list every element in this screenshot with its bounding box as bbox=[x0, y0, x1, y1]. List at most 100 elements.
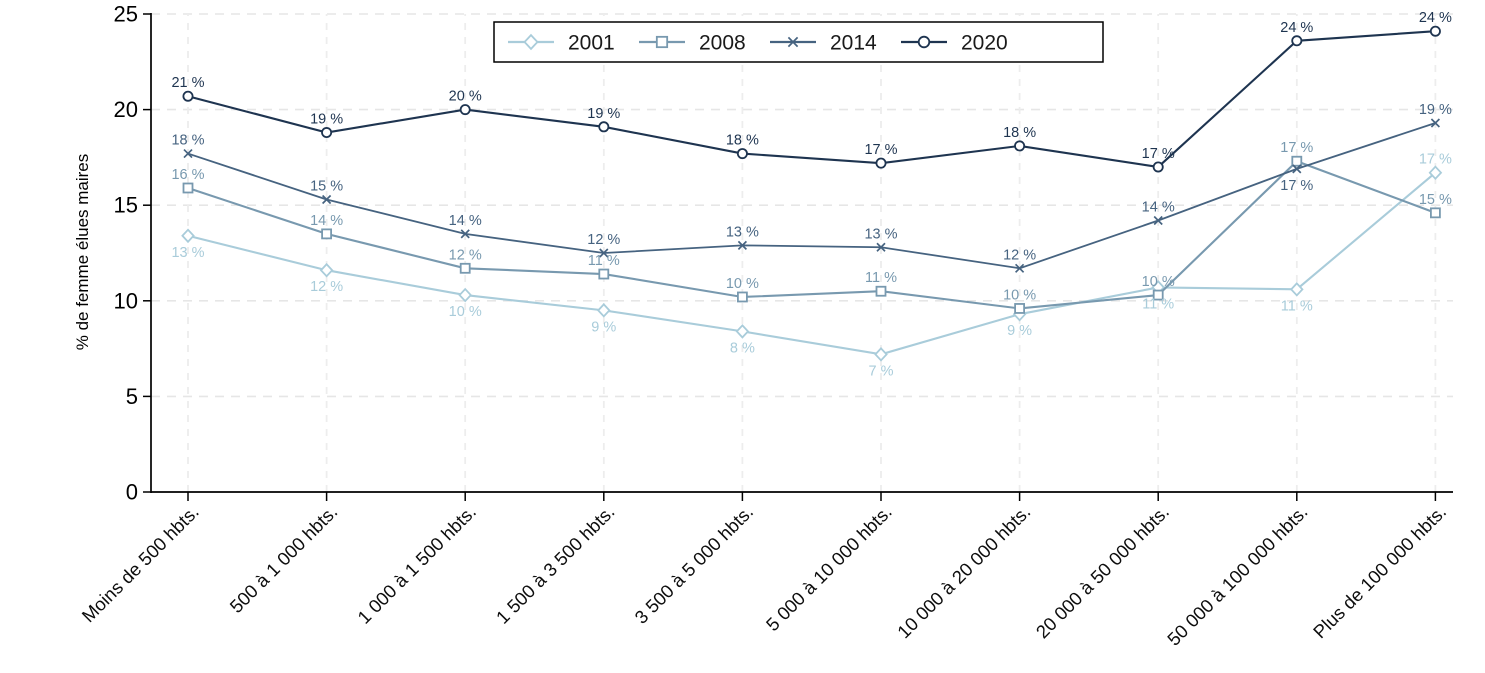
data-label-2014: 12 % bbox=[1003, 247, 1036, 263]
data-point-2014 bbox=[321, 194, 332, 205]
data-point-2001 bbox=[181, 228, 195, 244]
data-point-2008 bbox=[182, 182, 194, 194]
data-label-2008: 11 % bbox=[865, 270, 897, 286]
legend-marker-2014 bbox=[787, 36, 799, 48]
series-2014 bbox=[187, 122, 1436, 270]
y-tick-label: 20 bbox=[114, 97, 138, 122]
data-label-2008: 16 % bbox=[171, 167, 204, 183]
legend-label-2020: 2020 bbox=[961, 32, 1008, 55]
legend-marker-2008 bbox=[655, 35, 669, 49]
data-label-2020: 21 % bbox=[171, 75, 204, 91]
data-label-2020: 17 % bbox=[1142, 146, 1175, 162]
data-label-2020: 17 % bbox=[864, 142, 897, 158]
data-point-2014 bbox=[1292, 164, 1302, 174]
series-2020 bbox=[187, 30, 1436, 169]
data-point-2008 bbox=[737, 291, 748, 303]
data-point-2014 bbox=[599, 248, 609, 258]
data-point-2001 bbox=[735, 324, 750, 339]
data-label-2001: 13 % bbox=[171, 245, 204, 261]
data-label-2001: 8 % bbox=[730, 340, 755, 356]
data-label-2008: 11 % bbox=[588, 253, 620, 269]
data-label-2008: 15 % bbox=[1419, 192, 1452, 208]
data-label-2020: 18 % bbox=[726, 133, 759, 149]
series-2008 bbox=[187, 160, 1436, 310]
data-point-2014 bbox=[460, 229, 470, 239]
data-label-2014: 13 % bbox=[726, 224, 759, 240]
data-point-2001 bbox=[596, 303, 611, 318]
series-2001 bbox=[187, 171, 1437, 356]
y-tick-label: 25 bbox=[114, 2, 138, 27]
data-label-2001: 17 % bbox=[1419, 152, 1452, 168]
data-point-2014 bbox=[1430, 118, 1441, 128]
data-label-2020: 24 % bbox=[1419, 10, 1452, 26]
data-label-2008: 17 % bbox=[1280, 140, 1313, 156]
data-point-2008 bbox=[1014, 303, 1025, 314]
data-label-2001: 11 % bbox=[1142, 296, 1174, 312]
data-point-2020 bbox=[321, 127, 333, 139]
data-point-2001 bbox=[1428, 165, 1443, 181]
data-point-2020 bbox=[875, 157, 887, 169]
data-point-2014 bbox=[876, 242, 886, 252]
data-point-2008 bbox=[1152, 289, 1164, 301]
y-axis-title: % de femme élues maires bbox=[73, 154, 92, 351]
data-point-2008 bbox=[875, 285, 887, 297]
data-point-2020 bbox=[598, 121, 610, 133]
data-point-2020 bbox=[1014, 140, 1026, 152]
data-point-2001 bbox=[319, 262, 334, 278]
data-label-2001: 9 % bbox=[1007, 323, 1032, 339]
y-tick-label: 0 bbox=[126, 480, 138, 505]
series-line-2001 bbox=[187, 171, 1437, 356]
legend-label-2014: 2014 bbox=[830, 32, 877, 55]
data-label-2008: 10 % bbox=[1142, 274, 1175, 290]
data-label-2014: 19 % bbox=[1419, 102, 1452, 118]
data-point-2001 bbox=[1289, 282, 1304, 297]
data-label-2014: 15 % bbox=[310, 178, 343, 194]
data-label-2020: 19 % bbox=[587, 106, 620, 122]
data-label-2001: 11 % bbox=[1281, 298, 1313, 314]
data-point-2008 bbox=[321, 228, 333, 240]
data-point-2014 bbox=[183, 148, 193, 159]
data-label-2008: 10 % bbox=[1003, 287, 1036, 303]
legend-marker-2001 bbox=[523, 33, 539, 51]
data-point-2008 bbox=[1291, 155, 1303, 167]
data-point-2020 bbox=[1152, 161, 1164, 173]
data-label-2014: 17 % bbox=[1280, 178, 1313, 194]
data-label-2014: 14 % bbox=[449, 213, 482, 229]
data-label-2001: 7 % bbox=[869, 363, 894, 379]
series-line-2008 bbox=[187, 160, 1436, 310]
data-point-2008 bbox=[598, 268, 610, 280]
data-label-2020: 24 % bbox=[1280, 20, 1313, 36]
series-line-2014 bbox=[187, 122, 1436, 270]
data-label-2020: 18 % bbox=[1003, 125, 1036, 141]
data-point-2020 bbox=[1291, 35, 1303, 47]
data-label-2008: 12 % bbox=[449, 247, 482, 263]
data-label-2020: 20 % bbox=[449, 89, 482, 105]
data-point-2001 bbox=[458, 287, 473, 303]
y-tick-label: 10 bbox=[114, 288, 138, 313]
data-point-2020 bbox=[736, 148, 748, 160]
data-point-2001 bbox=[874, 347, 888, 362]
legend-label-2008: 2008 bbox=[699, 32, 746, 55]
data-label-2008: 10 % bbox=[726, 276, 759, 292]
y-tick-label: 5 bbox=[126, 384, 138, 409]
data-label-2001: 10 % bbox=[449, 304, 482, 320]
data-point-2014 bbox=[1153, 215, 1163, 226]
data-point-2014 bbox=[1014, 263, 1025, 273]
data-label-2008: 14 % bbox=[310, 213, 343, 229]
data-point-2008 bbox=[459, 262, 471, 274]
data-point-2020 bbox=[459, 104, 471, 116]
data-label-2001: 12 % bbox=[310, 279, 343, 295]
y-tick-label: 15 bbox=[114, 193, 138, 218]
legend-label-2001: 2001 bbox=[568, 32, 615, 55]
data-label-2014: 14 % bbox=[1142, 199, 1175, 215]
legend-marker-2020 bbox=[917, 35, 931, 49]
data-point-2014 bbox=[737, 240, 748, 250]
data-point-2008 bbox=[1430, 207, 1441, 219]
data-point-2020 bbox=[182, 90, 194, 102]
data-label-2014: 12 % bbox=[587, 232, 620, 248]
data-label-2001: 9 % bbox=[591, 319, 616, 335]
data-label-2020: 19 % bbox=[310, 112, 343, 128]
data-point-2020 bbox=[1429, 25, 1441, 37]
